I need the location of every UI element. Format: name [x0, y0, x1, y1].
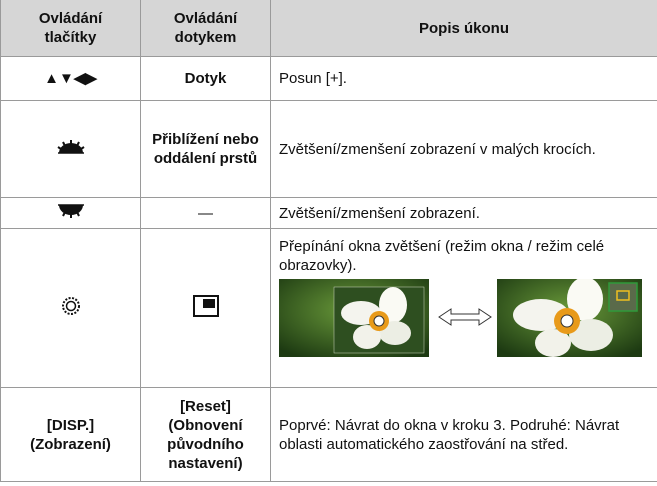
dial-icon [56, 139, 85, 154]
window-icon [192, 294, 219, 317]
header-cell: Popis úkonu [270, 0, 657, 57]
description-cell: Zvětšení/zmenšení zobrazení v malých kro… [270, 100, 657, 198]
illustration [279, 277, 642, 357]
control-cell [0, 228, 141, 388]
touch-cell: Dotyk [140, 56, 271, 101]
dial-icon [61, 296, 80, 315]
control-cell: [DISP.] (Zobrazení) [0, 387, 141, 482]
touch-cell [140, 228, 271, 388]
row: ▲▼◀▶ Dotyk Posun [+]. [0, 56, 657, 101]
description-cell: Posun [+]. [270, 56, 657, 101]
description-text: Přepínání okna zvětšení (režim okna / re… [279, 238, 605, 274]
header-cell: Ovládání dotykem [140, 0, 271, 57]
row: — Zvětšení/zmenšení zobrazení. [0, 197, 657, 229]
row: Přepínání okna zvětšení (režim okna / re… [0, 228, 657, 388]
row: [DISP.] (Zobrazení) [Reset] (Obnovení pů… [0, 387, 657, 482]
control-cell: ▲▼◀▶ [0, 56, 141, 101]
control-cell [0, 100, 141, 198]
description-cell: Poprvé: Návrat do okna v kroku 3. Podruh… [270, 387, 657, 482]
touch-cell: [Reset] (Obnovení původního nastavení) [140, 387, 271, 482]
description-cell: Zvětšení/zmenšení zobrazení. [270, 197, 657, 229]
dial-icon [57, 203, 84, 218]
control-cell [0, 197, 141, 229]
touch-cell: Přiblížení nebo oddálení prstů [140, 100, 271, 198]
header-row: Ovládání tlačítky Ovládání dotykem Popis… [0, 0, 657, 57]
header-cell: Ovládání tlačítky [0, 0, 141, 57]
description-cell: Přepínání okna zvětšení (režim okna / re… [270, 228, 657, 388]
row: Přiblížení nebo oddálení prstů Zvětšení/… [0, 100, 657, 198]
touch-cell: — [140, 197, 271, 229]
